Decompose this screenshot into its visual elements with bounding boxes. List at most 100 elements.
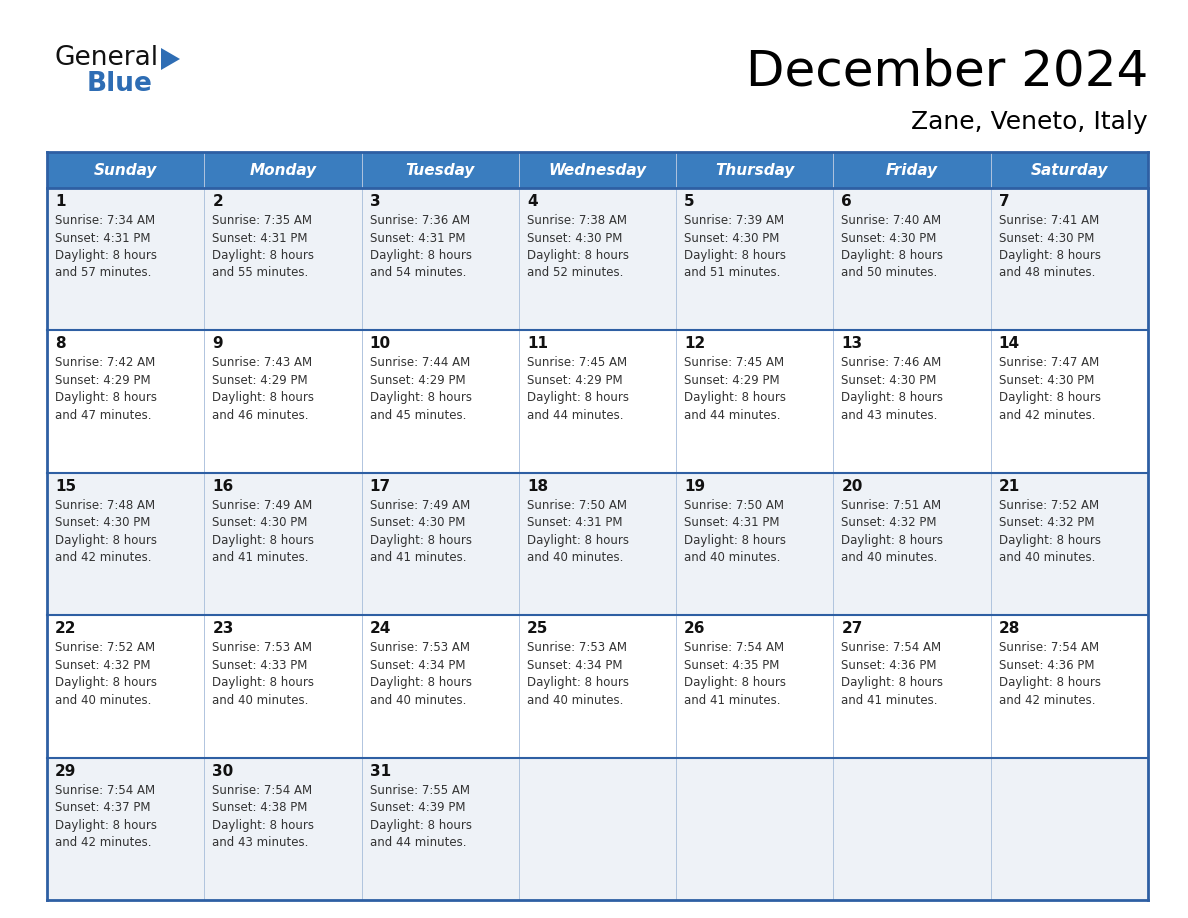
Text: Sunrise: 7:47 AM
Sunset: 4:30 PM
Daylight: 8 hours
and 42 minutes.: Sunrise: 7:47 AM Sunset: 4:30 PM Dayligh… [999, 356, 1101, 422]
Bar [361, 330, 519, 473]
Bar [991, 330, 1148, 473]
Bar [676, 757, 834, 900]
Text: 6: 6 [841, 194, 852, 209]
Text: Zane, Veneto, Italy: Zane, Veneto, Italy [911, 110, 1148, 134]
Bar [204, 615, 361, 757]
Bar [834, 152, 991, 188]
Bar [519, 757, 676, 900]
Text: Sunrise: 7:54 AM
Sunset: 4:36 PM
Daylight: 8 hours
and 41 minutes.: Sunrise: 7:54 AM Sunset: 4:36 PM Dayligh… [841, 641, 943, 707]
Text: 19: 19 [684, 479, 706, 494]
Bar [519, 330, 676, 473]
Text: 7: 7 [999, 194, 1010, 209]
Bar [48, 757, 204, 900]
Text: 31: 31 [369, 764, 391, 778]
Text: 30: 30 [213, 764, 234, 778]
Text: Tuesday: Tuesday [405, 162, 475, 177]
Text: Sunrise: 7:54 AM
Sunset: 4:36 PM
Daylight: 8 hours
and 42 minutes.: Sunrise: 7:54 AM Sunset: 4:36 PM Dayligh… [999, 641, 1101, 707]
Text: 29: 29 [55, 764, 76, 778]
Text: 20: 20 [841, 479, 862, 494]
Text: Saturday: Saturday [1031, 162, 1108, 177]
Text: 1: 1 [55, 194, 65, 209]
Bar [834, 615, 991, 757]
Text: 21: 21 [999, 479, 1020, 494]
Bar [361, 473, 519, 615]
Text: Sunrise: 7:45 AM
Sunset: 4:29 PM
Daylight: 8 hours
and 44 minutes.: Sunrise: 7:45 AM Sunset: 4:29 PM Dayligh… [526, 356, 628, 422]
Text: 27: 27 [841, 621, 862, 636]
Bar [204, 757, 361, 900]
Text: Sunrise: 7:45 AM
Sunset: 4:29 PM
Daylight: 8 hours
and 44 minutes.: Sunrise: 7:45 AM Sunset: 4:29 PM Dayligh… [684, 356, 786, 422]
Text: Sunrise: 7:36 AM
Sunset: 4:31 PM
Daylight: 8 hours
and 54 minutes.: Sunrise: 7:36 AM Sunset: 4:31 PM Dayligh… [369, 214, 472, 279]
Text: Sunrise: 7:42 AM
Sunset: 4:29 PM
Daylight: 8 hours
and 47 minutes.: Sunrise: 7:42 AM Sunset: 4:29 PM Dayligh… [55, 356, 157, 422]
Text: Sunrise: 7:50 AM
Sunset: 4:31 PM
Daylight: 8 hours
and 40 minutes.: Sunrise: 7:50 AM Sunset: 4:31 PM Dayligh… [526, 498, 628, 565]
Text: 25: 25 [526, 621, 548, 636]
Text: Monday: Monday [249, 162, 316, 177]
Text: Sunrise: 7:50 AM
Sunset: 4:31 PM
Daylight: 8 hours
and 40 minutes.: Sunrise: 7:50 AM Sunset: 4:31 PM Dayligh… [684, 498, 786, 565]
Bar [361, 615, 519, 757]
Bar [676, 188, 834, 330]
Text: 28: 28 [999, 621, 1020, 636]
Text: Sunrise: 7:53 AM
Sunset: 4:34 PM
Daylight: 8 hours
and 40 minutes.: Sunrise: 7:53 AM Sunset: 4:34 PM Dayligh… [369, 641, 472, 707]
Text: Sunrise: 7:54 AM
Sunset: 4:37 PM
Daylight: 8 hours
and 42 minutes.: Sunrise: 7:54 AM Sunset: 4:37 PM Dayligh… [55, 784, 157, 849]
Text: Sunrise: 7:53 AM
Sunset: 4:34 PM
Daylight: 8 hours
and 40 minutes.: Sunrise: 7:53 AM Sunset: 4:34 PM Dayligh… [526, 641, 628, 707]
Bar [519, 473, 676, 615]
Text: 15: 15 [55, 479, 76, 494]
Bar [834, 757, 991, 900]
Bar [991, 473, 1148, 615]
Text: Thursday: Thursday [715, 162, 795, 177]
Text: 23: 23 [213, 621, 234, 636]
Bar [991, 757, 1148, 900]
Polygon shape [162, 48, 181, 70]
Text: Sunrise: 7:35 AM
Sunset: 4:31 PM
Daylight: 8 hours
and 55 minutes.: Sunrise: 7:35 AM Sunset: 4:31 PM Dayligh… [213, 214, 315, 279]
Bar [519, 188, 676, 330]
Text: Sunrise: 7:54 AM
Sunset: 4:38 PM
Daylight: 8 hours
and 43 minutes.: Sunrise: 7:54 AM Sunset: 4:38 PM Dayligh… [213, 784, 315, 849]
Bar [204, 330, 361, 473]
Bar [834, 188, 991, 330]
Bar [676, 152, 834, 188]
Text: 14: 14 [999, 336, 1019, 352]
Text: Sunrise: 7:48 AM
Sunset: 4:30 PM
Daylight: 8 hours
and 42 minutes.: Sunrise: 7:48 AM Sunset: 4:30 PM Dayligh… [55, 498, 157, 565]
Text: General: General [55, 45, 159, 71]
Text: Sunrise: 7:41 AM
Sunset: 4:30 PM
Daylight: 8 hours
and 48 minutes.: Sunrise: 7:41 AM Sunset: 4:30 PM Dayligh… [999, 214, 1101, 279]
Text: Sunrise: 7:38 AM
Sunset: 4:30 PM
Daylight: 8 hours
and 52 minutes.: Sunrise: 7:38 AM Sunset: 4:30 PM Dayligh… [526, 214, 628, 279]
Text: 17: 17 [369, 479, 391, 494]
Bar [676, 615, 834, 757]
Text: 12: 12 [684, 336, 706, 352]
Text: Sunrise: 7:34 AM
Sunset: 4:31 PM
Daylight: 8 hours
and 57 minutes.: Sunrise: 7:34 AM Sunset: 4:31 PM Dayligh… [55, 214, 157, 279]
Text: Friday: Friday [886, 162, 939, 177]
Bar [834, 330, 991, 473]
Text: Wednesday: Wednesday [549, 162, 646, 177]
Text: Sunrise: 7:40 AM
Sunset: 4:30 PM
Daylight: 8 hours
and 50 minutes.: Sunrise: 7:40 AM Sunset: 4:30 PM Dayligh… [841, 214, 943, 279]
Text: 8: 8 [55, 336, 65, 352]
Bar [361, 757, 519, 900]
Text: Sunrise: 7:49 AM
Sunset: 4:30 PM
Daylight: 8 hours
and 41 minutes.: Sunrise: 7:49 AM Sunset: 4:30 PM Dayligh… [369, 498, 472, 565]
Text: Sunrise: 7:54 AM
Sunset: 4:35 PM
Daylight: 8 hours
and 41 minutes.: Sunrise: 7:54 AM Sunset: 4:35 PM Dayligh… [684, 641, 786, 707]
Text: 18: 18 [526, 479, 548, 494]
Text: Sunrise: 7:46 AM
Sunset: 4:30 PM
Daylight: 8 hours
and 43 minutes.: Sunrise: 7:46 AM Sunset: 4:30 PM Dayligh… [841, 356, 943, 422]
Bar [676, 330, 834, 473]
Text: Sunrise: 7:51 AM
Sunset: 4:32 PM
Daylight: 8 hours
and 40 minutes.: Sunrise: 7:51 AM Sunset: 4:32 PM Dayligh… [841, 498, 943, 565]
Text: Blue: Blue [87, 71, 153, 97]
Text: Sunrise: 7:44 AM
Sunset: 4:29 PM
Daylight: 8 hours
and 45 minutes.: Sunrise: 7:44 AM Sunset: 4:29 PM Dayligh… [369, 356, 472, 422]
Text: 2: 2 [213, 194, 223, 209]
Bar [204, 473, 361, 615]
Text: Sunday: Sunday [94, 162, 157, 177]
Bar [48, 330, 204, 473]
Text: Sunrise: 7:52 AM
Sunset: 4:32 PM
Daylight: 8 hours
and 40 minutes.: Sunrise: 7:52 AM Sunset: 4:32 PM Dayligh… [55, 641, 157, 707]
Text: 22: 22 [55, 621, 76, 636]
Bar [834, 473, 991, 615]
Text: 9: 9 [213, 336, 223, 352]
Bar [991, 152, 1148, 188]
Bar [519, 152, 676, 188]
Bar [361, 152, 519, 188]
Text: 13: 13 [841, 336, 862, 352]
Text: Sunrise: 7:52 AM
Sunset: 4:32 PM
Daylight: 8 hours
and 40 minutes.: Sunrise: 7:52 AM Sunset: 4:32 PM Dayligh… [999, 498, 1101, 565]
Text: 4: 4 [526, 194, 537, 209]
Bar [991, 615, 1148, 757]
Text: Sunrise: 7:53 AM
Sunset: 4:33 PM
Daylight: 8 hours
and 40 minutes.: Sunrise: 7:53 AM Sunset: 4:33 PM Dayligh… [213, 641, 315, 707]
Bar [519, 615, 676, 757]
Text: 24: 24 [369, 621, 391, 636]
Bar [204, 188, 361, 330]
Bar [48, 188, 204, 330]
Bar [676, 473, 834, 615]
Text: 26: 26 [684, 621, 706, 636]
